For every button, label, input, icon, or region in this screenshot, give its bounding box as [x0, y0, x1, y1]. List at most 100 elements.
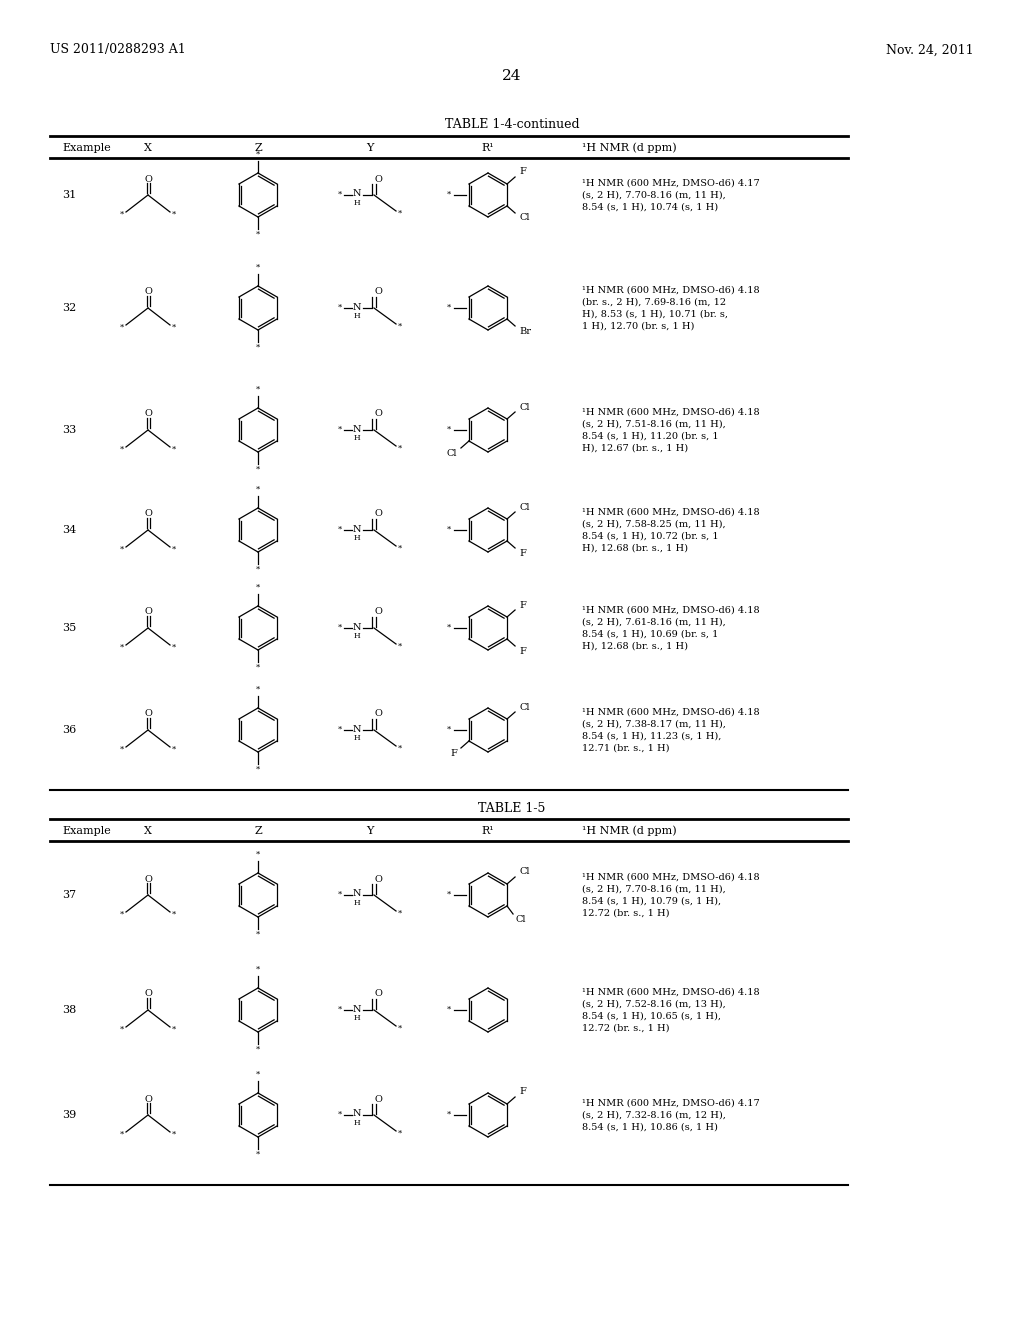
Text: O: O — [374, 409, 382, 418]
Text: O: O — [374, 710, 382, 718]
Text: H: H — [353, 734, 360, 742]
Text: O: O — [144, 409, 152, 418]
Text: ¹H NMR (600 MHz, DMSO-d6) 4.18: ¹H NMR (600 MHz, DMSO-d6) 4.18 — [582, 606, 760, 615]
Text: *: * — [338, 1111, 342, 1119]
Text: *: * — [256, 851, 260, 859]
Text: (s, 2 H), 7.61-8.16 (m, 11 H),: (s, 2 H), 7.61-8.16 (m, 11 H), — [582, 618, 726, 627]
Text: *: * — [446, 525, 452, 535]
Text: O: O — [144, 510, 152, 519]
Text: 33: 33 — [62, 425, 76, 436]
Text: O: O — [374, 607, 382, 616]
Text: 8.54 (s, 1 H), 10.65 (s, 1 H),: 8.54 (s, 1 H), 10.65 (s, 1 H), — [582, 1011, 721, 1020]
Text: F: F — [519, 168, 526, 177]
Text: *: * — [446, 891, 452, 899]
Text: *: * — [256, 664, 260, 672]
Text: *: * — [398, 545, 402, 553]
Text: N: N — [352, 190, 361, 198]
Text: *: * — [446, 1006, 452, 1014]
Text: Z: Z — [254, 143, 262, 153]
Text: *: * — [256, 766, 260, 774]
Text: 12.72 (br. s., 1 H): 12.72 (br. s., 1 H) — [582, 908, 670, 917]
Text: *: * — [256, 1151, 260, 1159]
Text: *: * — [120, 746, 124, 754]
Text: O: O — [374, 288, 382, 297]
Text: *: * — [256, 150, 260, 158]
Text: ¹H NMR (600 MHz, DMSO-d6) 4.17: ¹H NMR (600 MHz, DMSO-d6) 4.17 — [582, 178, 760, 187]
Text: *: * — [256, 231, 260, 239]
Text: *: * — [172, 911, 176, 919]
Text: *: * — [338, 726, 342, 734]
Text: (s, 2 H), 7.51-8.16 (m, 11 H),: (s, 2 H), 7.51-8.16 (m, 11 H), — [582, 420, 726, 429]
Text: TABLE 1-4-continued: TABLE 1-4-continued — [444, 119, 580, 132]
Text: (s, 2 H), 7.70-8.16 (m, 11 H),: (s, 2 H), 7.70-8.16 (m, 11 H), — [582, 884, 726, 894]
Text: *: * — [172, 746, 176, 754]
Text: H: H — [353, 1014, 360, 1022]
Text: H: H — [353, 312, 360, 319]
Text: 12.71 (br. s., 1 H): 12.71 (br. s., 1 H) — [582, 743, 670, 752]
Text: *: * — [446, 726, 452, 734]
Text: *: * — [120, 211, 124, 219]
Text: Cl: Cl — [515, 916, 525, 924]
Text: H), 12.67 (br. s., 1 H): H), 12.67 (br. s., 1 H) — [582, 444, 688, 453]
Text: (s, 2 H), 7.32-8.16 (m, 12 H),: (s, 2 H), 7.32-8.16 (m, 12 H), — [582, 1110, 726, 1119]
Text: 8.54 (s, 1 H), 11.23 (s, 1 H),: 8.54 (s, 1 H), 11.23 (s, 1 H), — [582, 731, 721, 741]
Text: *: * — [256, 486, 260, 494]
Text: *: * — [120, 323, 124, 333]
Text: 24: 24 — [502, 69, 522, 83]
Text: ¹H NMR (600 MHz, DMSO-d6) 4.18: ¹H NMR (600 MHz, DMSO-d6) 4.18 — [582, 285, 760, 294]
Text: *: * — [256, 686, 260, 694]
Text: Y: Y — [367, 143, 374, 153]
Text: O: O — [144, 607, 152, 616]
Text: *: * — [338, 426, 342, 434]
Text: *: * — [256, 264, 260, 272]
Text: O: O — [374, 990, 382, 998]
Text: ¹H NMR (600 MHz, DMSO-d6) 4.18: ¹H NMR (600 MHz, DMSO-d6) 4.18 — [582, 507, 760, 516]
Text: Example: Example — [62, 826, 111, 836]
Text: *: * — [256, 566, 260, 574]
Text: *: * — [446, 304, 452, 312]
Text: ¹H NMR (600 MHz, DMSO-d6) 4.18: ¹H NMR (600 MHz, DMSO-d6) 4.18 — [582, 873, 760, 882]
Text: *: * — [338, 304, 342, 312]
Text: H), 12.68 (br. s., 1 H): H), 12.68 (br. s., 1 H) — [582, 642, 688, 651]
Text: *: * — [120, 644, 124, 652]
Text: ¹H NMR (d ppm): ¹H NMR (d ppm) — [582, 826, 677, 837]
Text: N: N — [352, 1005, 361, 1014]
Text: *: * — [120, 911, 124, 919]
Text: *: * — [338, 525, 342, 535]
Text: *: * — [120, 446, 124, 454]
Text: *: * — [398, 909, 402, 917]
Text: (s, 2 H), 7.38-8.17 (m, 11 H),: (s, 2 H), 7.38-8.17 (m, 11 H), — [582, 719, 726, 729]
Text: *: * — [172, 1026, 176, 1034]
Text: O: O — [374, 510, 382, 519]
Text: 34: 34 — [62, 525, 76, 535]
Text: *: * — [446, 426, 452, 434]
Text: *: * — [256, 1071, 260, 1078]
Text: US 2011/0288293 A1: US 2011/0288293 A1 — [50, 44, 185, 57]
Text: 8.54 (s, 1 H), 10.69 (br. s, 1: 8.54 (s, 1 H), 10.69 (br. s, 1 — [582, 630, 719, 639]
Text: *: * — [398, 210, 402, 218]
Text: *: * — [120, 546, 124, 554]
Text: *: * — [446, 1111, 452, 1119]
Text: *: * — [120, 1026, 124, 1034]
Text: N: N — [352, 302, 361, 312]
Text: 35: 35 — [62, 623, 76, 634]
Text: O: O — [144, 874, 152, 883]
Text: Cl: Cl — [519, 867, 529, 876]
Text: *: * — [256, 466, 260, 474]
Text: N: N — [352, 725, 361, 734]
Text: O: O — [374, 174, 382, 183]
Text: *: * — [172, 546, 176, 554]
Text: TABLE 1-5: TABLE 1-5 — [478, 801, 546, 814]
Text: O: O — [374, 1094, 382, 1104]
Text: N: N — [352, 623, 361, 631]
Text: O: O — [144, 1094, 152, 1104]
Text: X: X — [144, 826, 152, 836]
Text: O: O — [144, 710, 152, 718]
Text: Cl: Cl — [519, 702, 529, 711]
Text: O: O — [374, 874, 382, 883]
Text: 12.72 (br. s., 1 H): 12.72 (br. s., 1 H) — [582, 1023, 670, 1032]
Text: Cl: Cl — [446, 449, 457, 458]
Text: (br. s., 2 H), 7.69-8.16 (m, 12: (br. s., 2 H), 7.69-8.16 (m, 12 — [582, 297, 726, 306]
Text: Nov. 24, 2011: Nov. 24, 2011 — [887, 44, 974, 57]
Text: H: H — [353, 535, 360, 543]
